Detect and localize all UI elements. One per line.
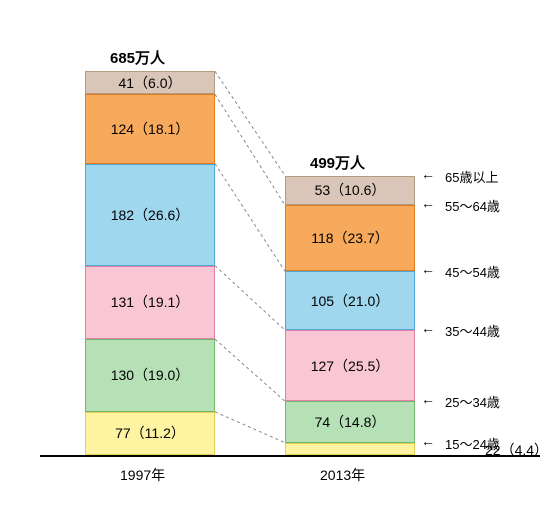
arrow-25to34: ← — [421, 391, 435, 407]
category-label-45to54: 45～54歳 — [445, 262, 500, 281]
arrow-15to24: ← — [421, 433, 435, 449]
category-label-55to64: 55～64歳 — [445, 196, 500, 215]
bar-2013-seg-55to64: 118（23.7） — [285, 205, 415, 271]
bar-2013-seg-25to34: 74（14.8） — [285, 401, 415, 442]
bar-2013-seg-35to44: 127（25.5） — [285, 330, 415, 401]
bar-1997-seg-35to44: 131（19.1） — [85, 266, 215, 339]
stacked-bar-chart: 685万人 1997年 41（6.0）124（18.1）182（26.6）131（1… — [10, 10, 547, 490]
bar-2013-seg-65plus: 53（10.6） — [285, 176, 415, 206]
baseline — [40, 455, 540, 457]
category-label-15to24: 15～24歳 — [445, 434, 500, 453]
bar-1997-axis-label: 1997年 — [120, 465, 165, 485]
bar-1997-seg-65plus: 41（6.0） — [85, 71, 215, 94]
bar-2013-title: 499万人 — [310, 152, 365, 173]
bar-2013-seg-45to54: 105（21.0） — [285, 271, 415, 330]
category-label-65plus: 65歳以上 — [445, 167, 498, 186]
arrow-65plus: ← — [421, 166, 435, 182]
bar-1997-title: 685万人 — [110, 47, 165, 68]
category-label-35to44: 35～44歳 — [445, 321, 500, 340]
category-label-25to34: 25～34歳 — [445, 392, 500, 411]
bar-2013-seg-15to24 — [285, 443, 415, 455]
bar-1997-seg-25to34: 130（19.0） — [85, 339, 215, 412]
arrow-55to64: ← — [421, 195, 435, 211]
bar-1997-seg-45to54: 182（26.6） — [85, 164, 215, 266]
arrow-35to44: ← — [421, 320, 435, 336]
bar-1997-seg-15to24: 77（11.2） — [85, 412, 215, 455]
bar-2013-axis-label: 2013年 — [320, 465, 365, 485]
bar-1997-seg-55to64: 124（18.1） — [85, 94, 215, 163]
arrow-45to54: ← — [421, 261, 435, 277]
